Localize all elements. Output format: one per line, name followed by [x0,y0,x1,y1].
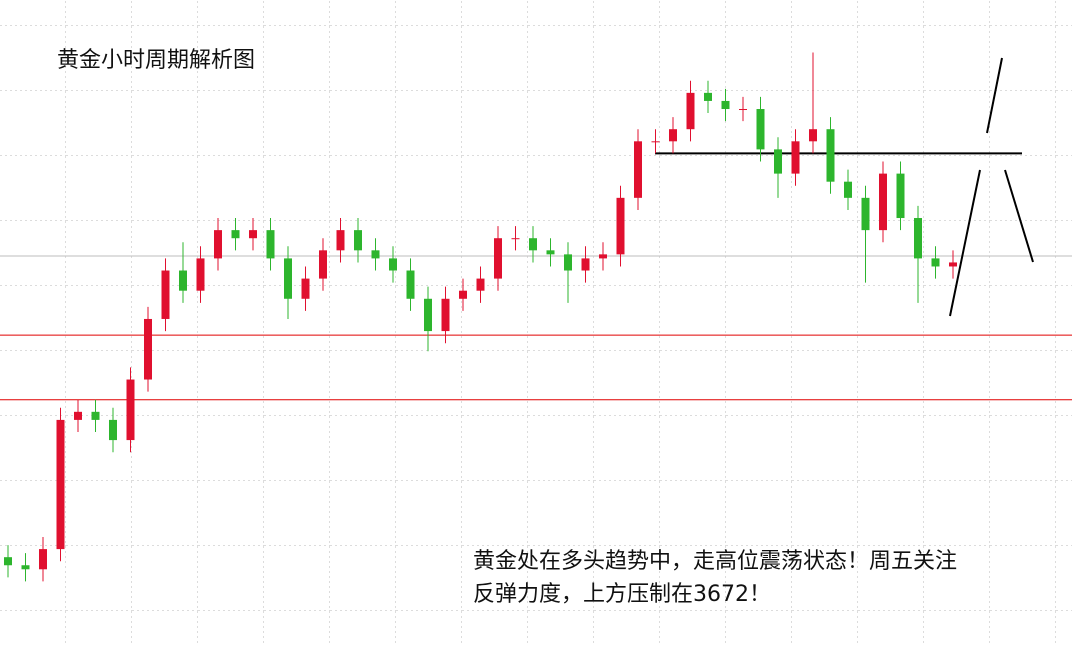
candle-body [39,549,47,570]
candle-body [704,92,712,101]
candle-body [74,411,82,420]
candle-body [301,278,310,299]
candle-body [144,318,152,380]
candle-body [21,565,30,570]
candle-body [424,298,432,332]
candle-body [56,419,65,550]
candle-body [879,173,887,231]
candle-body [126,379,135,441]
candle-body [406,270,415,299]
candle-body [564,254,572,271]
candle-body [371,250,380,259]
candle-body [266,230,275,259]
candle-body [511,238,520,240]
candle-body [476,278,485,291]
candle-body [861,197,870,231]
candle-body [231,230,240,239]
candle-body [931,258,940,267]
candle-body [546,250,555,255]
candle-body [721,100,730,110]
candle-body [949,262,957,267]
candle-body [389,258,397,271]
candle-body [284,258,292,299]
candle-body [109,419,117,441]
annotation: 反弹力度，上方压制在3672！ [473,582,771,607]
candle-body [809,129,817,142]
candle-body [494,238,502,279]
candle-body [459,290,467,299]
candle-body [826,129,835,182]
candle-body [844,181,852,198]
candle-body [791,141,800,174]
candle-body [179,270,187,291]
candle-body [616,197,625,255]
candle-body [914,218,922,259]
candle-body [634,141,642,198]
candle-body [249,230,257,239]
candle-body [739,109,747,111]
annotation: 黄金处在多头趋势中，走高位震荡状态！周五关注 [473,549,957,574]
candle-body [196,258,205,291]
candle-body [756,109,765,150]
chart-title: 黄金小时周期解析图 [57,48,255,73]
arrows [949,57,1034,317]
candle-body [529,238,537,251]
candle-body [214,230,222,259]
candle-body [441,298,450,332]
candle-body [669,129,677,142]
candle-body [319,250,327,279]
candle-body [599,254,607,259]
candle-body [581,258,590,271]
candle-body [336,230,345,251]
candle-body [161,270,170,319]
candle-body [896,173,905,219]
candle-body [774,149,782,174]
candle-body [354,230,362,251]
candle-body [91,411,100,420]
candle-body [4,557,12,566]
candle-body [686,92,695,130]
candle-body [651,141,660,143]
